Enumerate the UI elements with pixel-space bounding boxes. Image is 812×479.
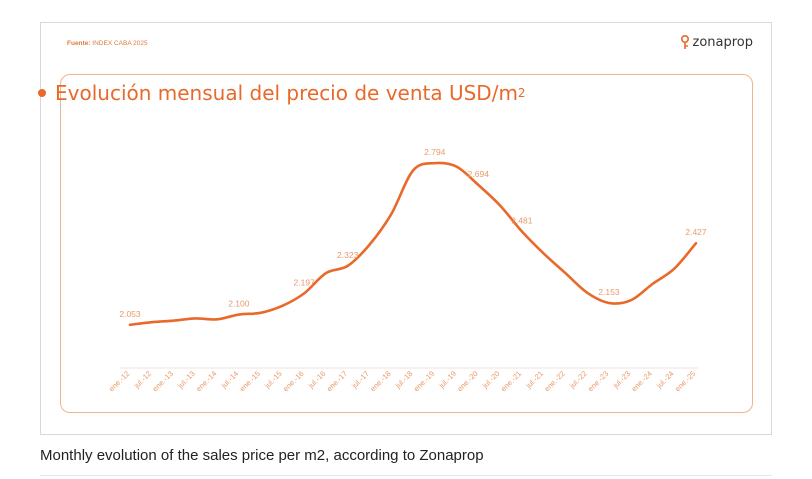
x-tick-label: ene.-14 xyxy=(194,369,218,393)
source-text: INDEX CABA 2025 xyxy=(92,40,148,47)
chart-title-text: Evolución mensual del precio de venta US… xyxy=(55,81,518,105)
data-label: 2.694 xyxy=(468,169,490,179)
title-bullet xyxy=(38,89,46,97)
x-tick-label: ene.-23 xyxy=(586,369,610,393)
x-tick-label: ene.-25 xyxy=(673,369,697,393)
x-tick-label: ene.-17 xyxy=(325,369,349,393)
chart-slide: Fuente: INDEX CABA 2025 zonaprop xyxy=(40,22,772,435)
source-note: Fuente: INDEX CABA 2025 xyxy=(67,40,148,47)
x-tick-label: ene.-24 xyxy=(630,369,654,393)
chart-title: Evolución mensual del precio de venta US… xyxy=(38,81,526,105)
data-label: 2.100 xyxy=(228,299,250,309)
logo-text: zonaprop xyxy=(692,34,754,50)
figure-caption: Monthly evolution of the sales price per… xyxy=(40,447,484,464)
chart-title-superscript: 2 xyxy=(517,86,526,100)
x-tick-label: ene.-15 xyxy=(238,369,262,393)
data-label: 2.427 xyxy=(685,227,707,237)
data-label: 2.323 xyxy=(337,250,359,260)
location-pin-icon xyxy=(680,34,689,49)
x-tick-label: ene.-13 xyxy=(151,369,175,393)
data-label: 2.197 xyxy=(294,277,316,287)
x-tick-label: ene.-18 xyxy=(368,369,392,393)
zonaprop-logo: zonaprop xyxy=(680,34,754,50)
x-tick-label: ene.-16 xyxy=(281,369,305,393)
x-tick-label: ene.-12 xyxy=(107,369,131,393)
source-label: Fuente: xyxy=(67,40,91,47)
data-label: 2.481 xyxy=(511,215,533,225)
data-label: 2.153 xyxy=(598,287,620,297)
series-line-usd-m2 xyxy=(128,161,698,327)
caption-divider xyxy=(40,475,772,476)
x-tick-label: ene.-22 xyxy=(542,369,566,393)
data-label: 2.794 xyxy=(424,147,446,157)
chart-panel xyxy=(60,74,753,413)
x-tick-label: ene.-20 xyxy=(455,369,479,393)
x-tick-label: ene.-21 xyxy=(499,369,523,393)
x-tick-label: ene.-19 xyxy=(412,369,436,393)
data-label: 2.053 xyxy=(119,309,141,319)
